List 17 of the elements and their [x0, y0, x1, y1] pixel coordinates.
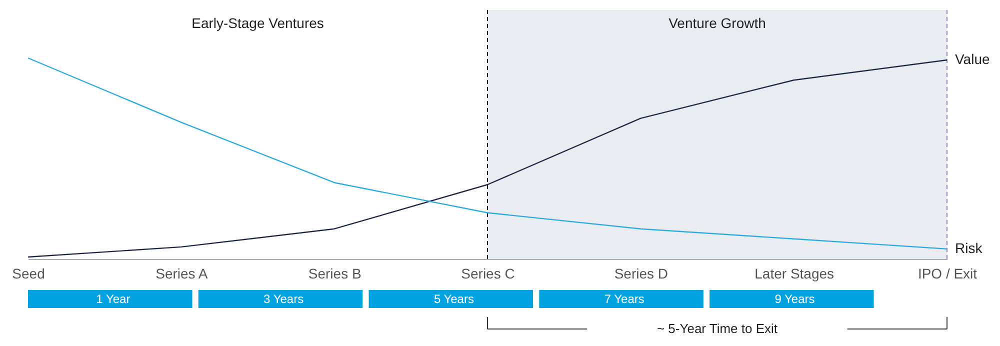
text: 5 Years	[434, 292, 474, 306]
x-tick-label: Series B	[308, 266, 362, 282]
x-tick-label: Seed	[12, 266, 45, 282]
text: Early-Stage Ventures	[192, 15, 324, 31]
x-tick-label: Later Stages	[754, 266, 834, 282]
series-label: Risk	[955, 240, 984, 256]
x-tick-label: Series C	[461, 266, 515, 282]
band-label: Venture Growth	[668, 15, 766, 31]
text: 7 Years	[604, 292, 644, 306]
text: 1 Year	[96, 292, 130, 306]
text: 9 Years	[774, 292, 815, 306]
x-tick-label: Series D	[614, 266, 668, 282]
text: 3 Years	[264, 292, 304, 306]
text: ~ 5-Year Time to Exit	[656, 321, 778, 336]
series-label: Value	[955, 51, 990, 68]
x-tick-label: Series A	[156, 266, 208, 282]
x-tick-label: IPO / Exit	[918, 266, 978, 282]
